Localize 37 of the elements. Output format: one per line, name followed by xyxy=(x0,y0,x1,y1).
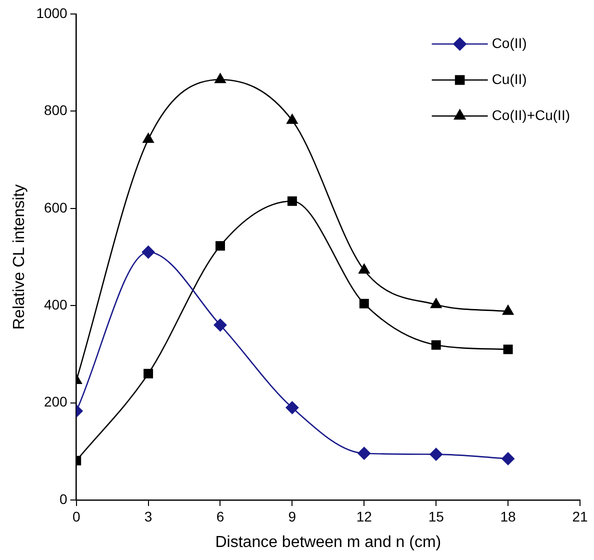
x-tick-label: 15 xyxy=(428,508,444,524)
point xyxy=(286,114,298,124)
legend-label: Cu(II) xyxy=(492,70,527,87)
point xyxy=(287,196,297,206)
point xyxy=(142,132,154,143)
x-tick-label: 3 xyxy=(144,508,152,524)
point xyxy=(358,264,370,274)
y-tick-label: 200 xyxy=(44,394,68,410)
y-tick-label: 800 xyxy=(44,102,68,118)
point xyxy=(503,344,513,354)
y-tick-label: 400 xyxy=(44,296,68,312)
point xyxy=(214,318,227,332)
x-tick-label: 12 xyxy=(356,508,372,524)
x-axis-title: Distance between m and n (cm) xyxy=(215,534,442,551)
point xyxy=(144,368,154,378)
point xyxy=(430,298,442,308)
x-tick-label: 21 xyxy=(572,508,588,524)
point xyxy=(502,452,515,466)
point xyxy=(358,446,371,460)
point xyxy=(502,304,514,315)
legend-label: Co(II) xyxy=(492,34,527,51)
x-tick-label: 6 xyxy=(216,508,224,524)
legend-label: Co(II)+Cu(II) xyxy=(492,106,570,123)
x-tick-label: 18 xyxy=(500,508,516,524)
y-tick-label: 600 xyxy=(44,199,68,216)
point xyxy=(431,340,441,350)
y-tick-label: 1000 xyxy=(36,4,68,21)
point xyxy=(142,246,155,259)
point xyxy=(359,298,369,308)
point xyxy=(216,241,225,251)
y-tick-label: 0 xyxy=(60,490,68,507)
y-axis-title: Relative CL intensity xyxy=(11,184,28,330)
point xyxy=(214,73,226,84)
point xyxy=(430,448,443,461)
x-tick-label: 9 xyxy=(288,508,296,524)
point xyxy=(286,401,299,414)
x-tick-label: 0 xyxy=(72,508,80,524)
